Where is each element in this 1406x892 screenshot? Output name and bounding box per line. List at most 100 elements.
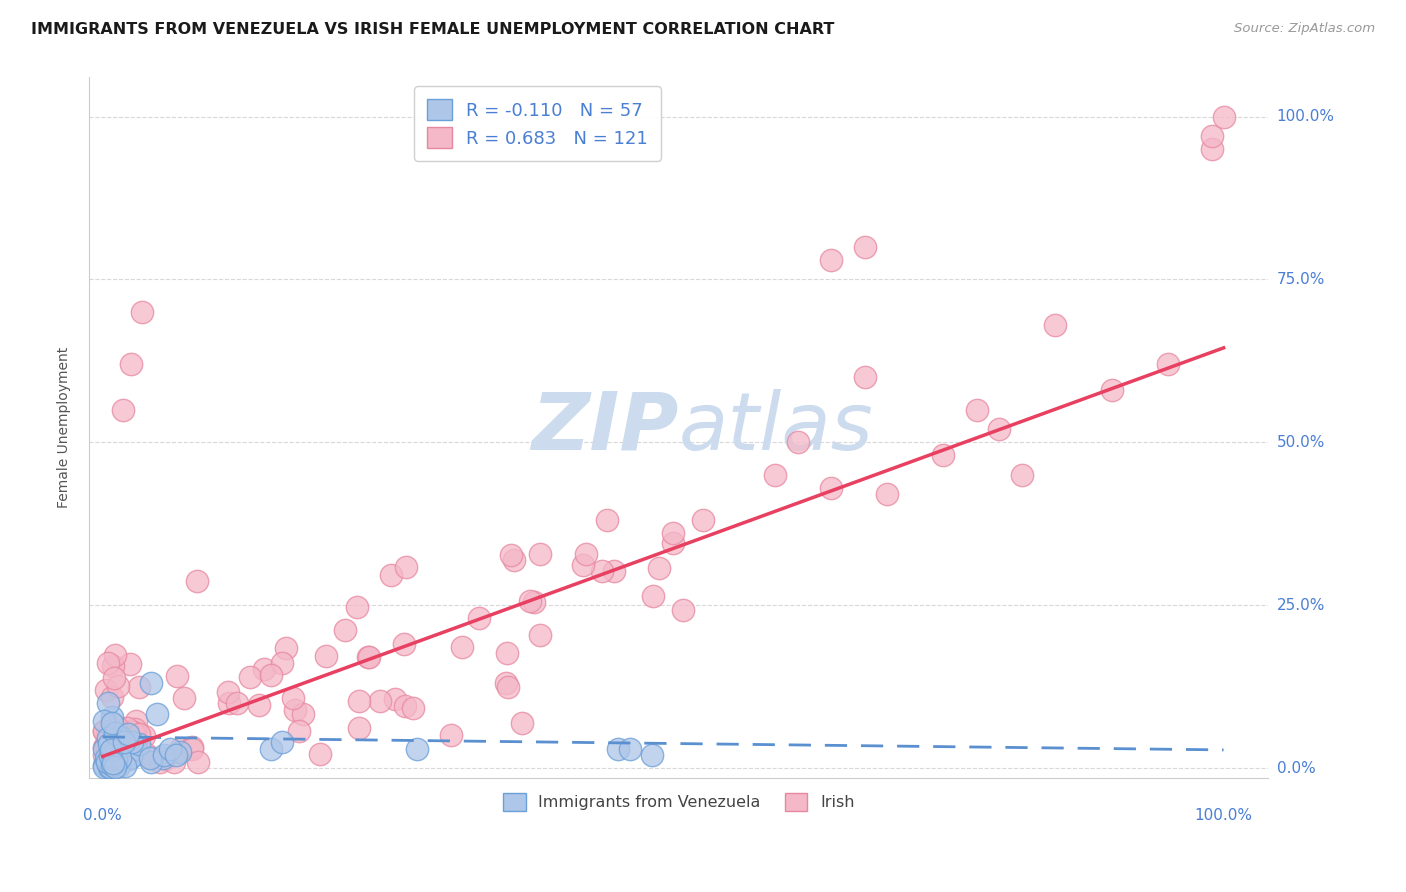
Text: 100.0%: 100.0% [1195,808,1253,823]
Point [395,559,418,574]
Point [125,714,148,728]
Point [820,481,842,495]
Point [93,724,115,739]
Point [96,738,118,752]
Point [468,611,491,625]
Point [139,749,162,764]
Point [107,679,129,693]
Point [141,676,163,690]
Point [820,252,842,267]
Point [529,627,551,641]
Point [101,659,124,673]
Point [592,564,614,578]
Point [260,667,283,681]
Point [153,748,176,763]
Point [107,759,129,773]
Point [114,749,136,764]
Text: 0.0%: 0.0% [83,808,122,823]
Point [218,696,240,710]
Point [283,690,305,705]
Point [121,724,143,739]
Point [98,759,121,773]
Y-axis label: Female Unemployment: Female Unemployment [58,347,72,508]
Point [104,754,127,768]
Point [96,696,118,710]
Point [853,240,876,254]
Point [239,670,262,684]
Point [110,731,132,745]
Point [103,752,125,766]
Point [619,741,641,756]
Point [104,760,127,774]
Point [128,681,150,695]
Point [357,650,380,665]
Point [346,599,368,614]
Point [529,547,551,561]
Point [104,756,127,771]
Point [105,752,128,766]
Point [107,748,129,763]
Point [131,305,153,319]
Point [149,755,172,769]
Point [108,739,131,753]
Point [440,727,463,741]
Point [124,741,146,756]
Point [117,727,139,741]
Point [96,755,118,769]
Point [647,561,669,575]
Point [1101,383,1123,397]
Point [169,745,191,759]
Point [120,357,142,371]
Point [94,682,117,697]
Point [186,574,208,589]
Point [335,623,357,637]
Point [1045,318,1067,332]
Point [120,657,142,672]
Point [107,749,129,764]
Point [641,589,664,603]
Text: 100.0%: 100.0% [1277,109,1334,124]
Point [101,715,124,730]
Point [284,703,307,717]
Point [100,743,122,757]
Point [121,735,143,749]
Point [966,402,988,417]
Point [98,749,121,764]
Point [111,736,134,750]
Text: atlas: atlas [679,389,873,467]
Point [165,748,187,763]
Text: 50.0%: 50.0% [1277,434,1324,450]
Point [93,758,115,772]
Point [349,694,371,708]
Point [575,547,598,561]
Text: Source: ZipAtlas.com: Source: ZipAtlas.com [1234,22,1375,36]
Point [120,750,142,764]
Point [98,725,121,739]
Point [128,726,150,740]
Point [105,741,128,756]
Point [226,696,249,710]
Point [368,694,391,708]
Point [187,755,209,769]
Point [98,737,121,751]
Point [932,449,955,463]
Point [394,637,416,651]
Point [380,568,402,582]
Point [181,742,204,756]
Point [357,649,380,664]
Point [169,742,191,756]
Point [662,526,685,541]
Point [93,714,115,728]
Point [111,402,134,417]
Point [124,722,146,736]
Point [260,741,283,756]
Point [97,731,120,746]
Point [519,594,541,608]
Point [94,751,117,765]
Point [93,760,115,774]
Point [763,467,786,482]
Point [107,755,129,769]
Point [139,750,162,764]
Point [96,755,118,769]
Point [127,728,149,742]
